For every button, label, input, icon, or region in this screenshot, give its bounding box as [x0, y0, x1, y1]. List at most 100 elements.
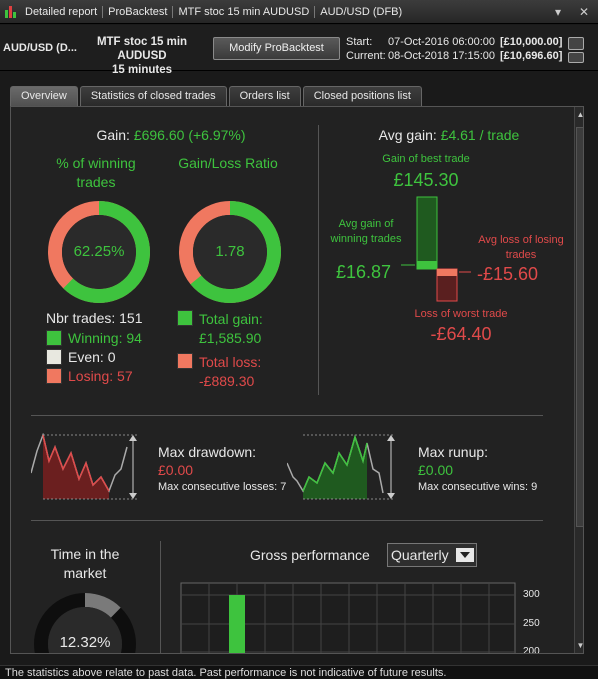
print-icon[interactable]: [568, 37, 584, 50]
current-label: Current:: [346, 50, 386, 62]
total-loss-label: Total loss:: [199, 354, 262, 370]
gain-label: Gain:: [96, 127, 130, 143]
avg-loss-marker: [437, 269, 457, 276]
disclaimer-bar: The statistics above relate to past data…: [0, 665, 598, 679]
max-runup-label: Max runup:: [418, 444, 489, 460]
tab-closed-positions-list[interactable]: Closed positions list: [302, 86, 422, 106]
time-in-market-donut: [34, 593, 136, 653]
donut-time-arc: [34, 593, 136, 653]
quarter-bar: [229, 595, 245, 653]
avg-win-marker: [417, 261, 437, 269]
gross-performance-chart: [180, 582, 516, 653]
report-toolbar: AUD/USD (D... MTF stoc 15 min AUDUSD 15 …: [0, 25, 598, 76]
scroll-down-icon[interactable]: ▼: [576, 641, 584, 650]
title-bar: Detailed report ProBacktest MTF stoc 15 …: [0, 0, 598, 24]
best-trade-label: Gain of best trade: [382, 153, 470, 165]
gain-loss-ratio-donut: [179, 201, 281, 303]
y-tick-label: 300: [523, 589, 540, 600]
max-drawdown-value: £0.00: [158, 462, 194, 478]
close-icon[interactable]: ✕: [578, 5, 590, 19]
tab-overview[interactable]: Overview: [10, 86, 78, 106]
chevron-down-icon[interactable]: [456, 548, 474, 562]
gross-performance-label: Gross performance: [250, 547, 370, 563]
title-segment-strategy: MTF stoc 15 min AUDUSD: [173, 5, 316, 18]
current-date: 08-Oct-2018 17:15:00: [388, 50, 496, 62]
export-icon[interactable]: [568, 52, 584, 63]
tab-statistics-closed-trades[interactable]: Statistics of closed trades: [79, 86, 227, 106]
losing-count: Losing: 57: [68, 368, 133, 384]
title-segment-instrument: AUD/USD (DFB): [320, 5, 403, 18]
time-in-market-value: 12.32%: [59, 634, 111, 651]
runup-chart: [287, 434, 395, 500]
avg-gain-label: Avg gain:: [378, 127, 437, 143]
max-drawdown-label: Max drawdown:: [158, 444, 257, 460]
total-loss-icon: [177, 353, 193, 369]
y-tick-label: 250: [523, 618, 540, 629]
total-gain-label: Total gain:: [199, 311, 263, 327]
winning-percentage: 62.25%: [73, 243, 125, 260]
losing-legend-icon: [46, 368, 62, 384]
arrow-up-icon: [129, 435, 137, 441]
donut-center: [193, 215, 267, 289]
scroll-thumb[interactable]: [576, 127, 583, 527]
total-loss: Total loss: -£889.30: [199, 353, 261, 391]
title-segment-probacktest: ProBacktest: [103, 5, 174, 18]
period-select[interactable]: Quarterly: [387, 543, 477, 567]
strategy-timeframe: 15 minutes: [111, 64, 173, 76]
winning-trades-donut: [48, 201, 150, 303]
section-divider: [160, 541, 161, 653]
nbr-trades: Nbr trades: 151: [46, 310, 143, 326]
max-consecutive-losses: Max consecutive losses: 7: [158, 481, 287, 493]
total-gain: Total gain: £1,585.90: [199, 310, 263, 348]
winning-legend-icon: [46, 330, 62, 346]
minimize-icon[interactable]: ▾: [554, 5, 562, 19]
tab-orders-list[interactable]: Orders list: [228, 86, 301, 106]
donut-center: [62, 215, 136, 289]
winning-count: Winning: 94: [68, 330, 142, 346]
period-select-value: Quarterly: [391, 547, 449, 563]
avg-gain-summary: Avg gain: £4.61 / trade: [329, 127, 569, 143]
runup-curve-green: [302, 434, 368, 492]
arrow-down-icon: [387, 493, 395, 499]
best-trade-value: £145.30: [393, 170, 459, 190]
avg-loss-label: Avg loss of losing trades: [478, 234, 564, 261]
time-in-market-title: Time in the market: [50, 546, 120, 581]
best-trade-bar: [416, 196, 438, 270]
gain-loss-ratio-value: 1.78: [215, 243, 245, 260]
modify-probacktest-button[interactable]: Modify ProBacktest: [213, 37, 340, 60]
avg-loss-value: -£15.60: [477, 264, 539, 284]
vertical-scrollbar[interactable]: ▲ ▼: [574, 107, 584, 653]
gain-summary: Gain: £696.60 (+6.97%): [31, 127, 311, 143]
donut-gain-arc: [179, 201, 281, 303]
chart-logo-icon: [2, 3, 20, 21]
drawdown-chart: [31, 433, 137, 500]
winning-trades-title: % of winning trades: [56, 155, 136, 190]
current-capital: [£10,696.60]: [500, 50, 563, 62]
drawdown-area: [43, 435, 109, 499]
donut-center: [48, 607, 122, 653]
start-label: Start:: [346, 36, 373, 48]
section-divider: [31, 415, 543, 416]
overview-panel: Gain: £696.60 (+6.97%) % of winning trad…: [10, 106, 584, 654]
total-loss-value: -£889.30: [199, 373, 255, 389]
strategy-name: MTF stoc 15 min AUDUSD: [96, 36, 188, 62]
worst-trade-value: -£64.40: [430, 324, 492, 344]
y-tick-label: 200: [523, 646, 540, 654]
arrow-down-icon: [129, 493, 137, 499]
section-divider: [318, 125, 319, 395]
worst-trade-label: Loss of worst trade: [414, 308, 508, 320]
avg-win-value: £16.87: [336, 262, 392, 282]
instrument-name: AUD/USD (D...: [3, 42, 77, 54]
gain-loss-ratio-title: Gain/Loss Ratio: [178, 155, 278, 171]
max-consecutive-wins: Max consecutive wins: 9: [418, 481, 538, 493]
title-segment-report: Detailed report: [20, 5, 104, 18]
trade-range-bar: [401, 196, 471, 302]
avg-gain-value: £4.61 / trade: [440, 127, 520, 143]
donut-winning-arc: [48, 201, 150, 303]
max-runup-value: £0.00: [418, 462, 454, 478]
start-capital: [£10,000.00]: [500, 36, 563, 48]
total-gain-value: £1,585.90: [199, 330, 262, 346]
strategy-info: MTF stoc 15 min AUDUSD 15 minutes: [72, 35, 212, 77]
scroll-up-icon[interactable]: ▲: [576, 110, 584, 119]
total-gain-icon: [177, 310, 193, 326]
